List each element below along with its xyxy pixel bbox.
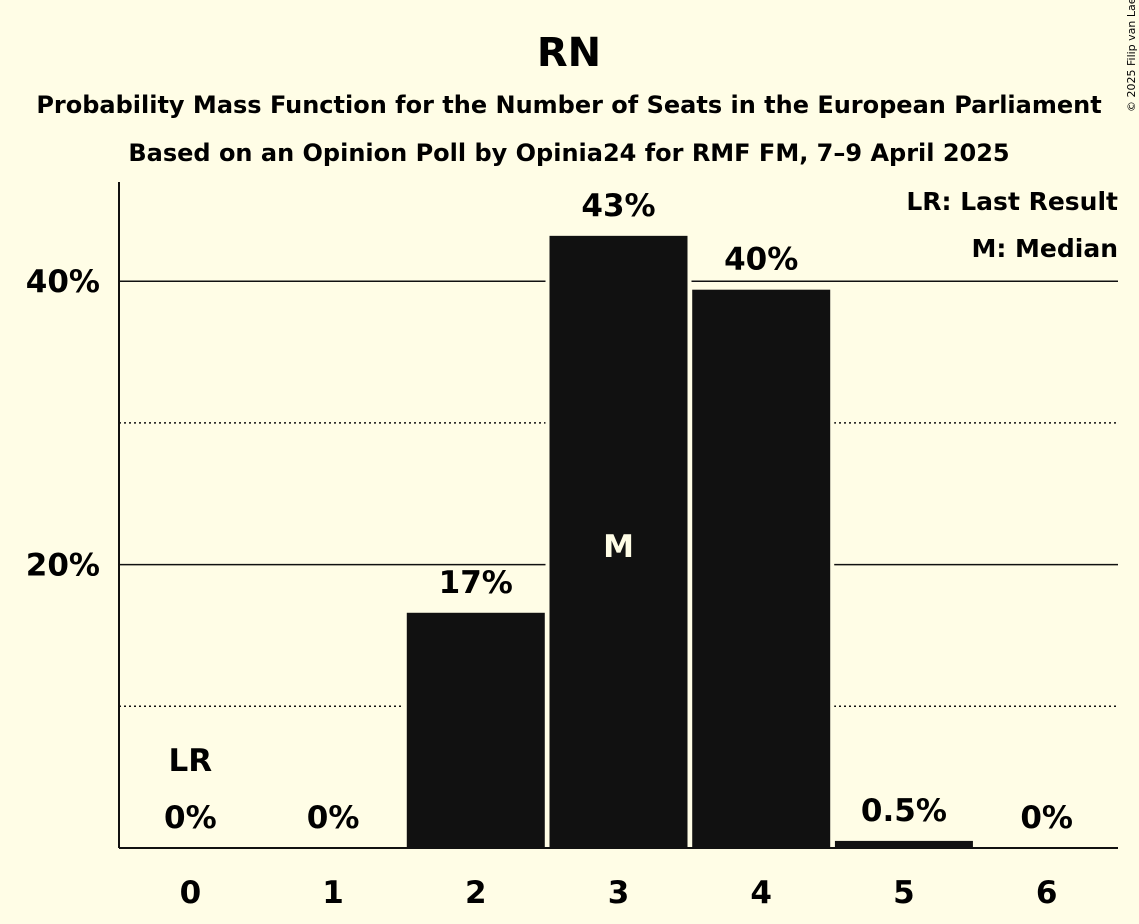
- data-label: 17%: [439, 565, 513, 601]
- legend-last-result: LR: Last Result: [906, 187, 1118, 216]
- x-tick-label: 3: [608, 875, 630, 911]
- data-label: 43%: [581, 188, 655, 224]
- y-tick-labels: 20% 40%: [26, 264, 100, 583]
- y-tick-label: 20%: [26, 548, 100, 584]
- x-tick-labels: 0 1 2 3 4 5 6: [180, 875, 1058, 911]
- data-labels: 0% 0% 17% 43% 40% 0.5% 0% LR M: [164, 188, 1073, 836]
- chart-subtitle-line-1: Probability Mass Function for the Number…: [36, 91, 1101, 119]
- last-result-marker: LR: [169, 743, 213, 779]
- data-label: 0%: [307, 800, 360, 836]
- x-tick-label: 2: [465, 875, 487, 911]
- bar: [549, 235, 688, 848]
- x-tick-label: 6: [1036, 875, 1058, 911]
- data-label: 0%: [1020, 800, 1073, 836]
- chart-title: RN: [537, 30, 601, 76]
- bar: [692, 289, 831, 848]
- x-tick-label: 0: [180, 875, 202, 911]
- x-tick-label: 1: [322, 875, 344, 911]
- bar: [406, 612, 545, 848]
- median-marker: M: [603, 529, 634, 565]
- legend-median: M: Median: [971, 234, 1118, 263]
- data-label: 0%: [164, 800, 217, 836]
- data-label: 0.5%: [861, 793, 947, 829]
- data-label: 40%: [724, 242, 798, 278]
- copyright-notice: © 2025 Filip van Laenen: [1125, 0, 1138, 112]
- chart-subtitle-line-2: Based on an Opinion Poll by Opinia24 for…: [128, 139, 1009, 167]
- y-tick-label: 40%: [26, 264, 100, 300]
- x-tick-label: 4: [750, 875, 772, 911]
- bar: [834, 840, 973, 848]
- bars: [402, 231, 977, 848]
- x-tick-label: 5: [893, 875, 915, 911]
